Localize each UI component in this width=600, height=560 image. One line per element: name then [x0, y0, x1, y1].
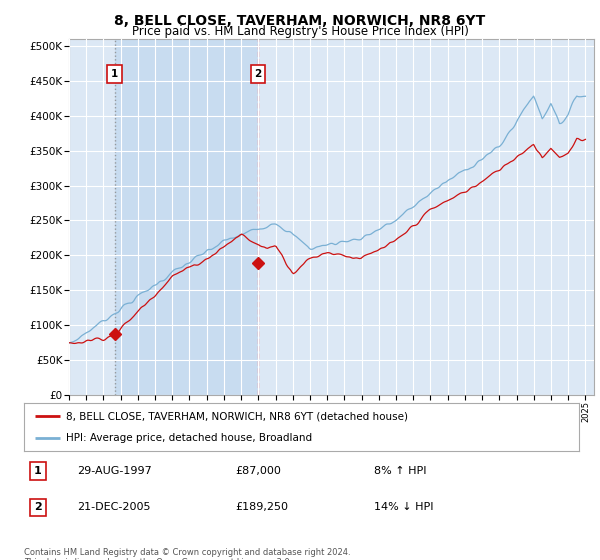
Text: 8% ↑ HPI: 8% ↑ HPI	[374, 466, 426, 476]
Text: 2: 2	[254, 69, 262, 79]
Text: 21-DEC-2005: 21-DEC-2005	[77, 502, 150, 512]
Text: 29-AUG-1997: 29-AUG-1997	[77, 466, 151, 476]
Text: 1: 1	[34, 466, 42, 476]
Text: 14% ↓ HPI: 14% ↓ HPI	[374, 502, 433, 512]
Text: 1: 1	[111, 69, 118, 79]
Text: Contains HM Land Registry data © Crown copyright and database right 2024.
This d: Contains HM Land Registry data © Crown c…	[24, 548, 350, 560]
Text: 8, BELL CLOSE, TAVERHAM, NORWICH, NR8 6YT (detached house): 8, BELL CLOSE, TAVERHAM, NORWICH, NR8 6Y…	[65, 411, 407, 421]
Text: 2: 2	[34, 502, 42, 512]
Text: £87,000: £87,000	[235, 466, 281, 476]
Text: Price paid vs. HM Land Registry's House Price Index (HPI): Price paid vs. HM Land Registry's House …	[131, 25, 469, 38]
Text: HPI: Average price, detached house, Broadland: HPI: Average price, detached house, Broa…	[65, 433, 312, 443]
Text: £189,250: £189,250	[235, 502, 288, 512]
Bar	[115, 39, 258, 395]
Text: 8, BELL CLOSE, TAVERHAM, NORWICH, NR8 6YT: 8, BELL CLOSE, TAVERHAM, NORWICH, NR8 6Y…	[115, 14, 485, 28]
